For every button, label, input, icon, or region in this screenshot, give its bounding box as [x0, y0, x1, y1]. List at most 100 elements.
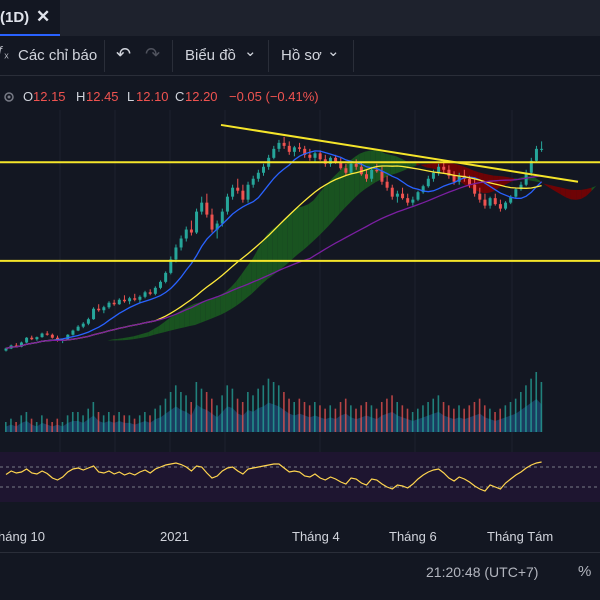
cloud-segment: [246, 260, 252, 298]
volume-bar: [15, 422, 17, 432]
candle-body: [437, 166, 441, 173]
open-value: 12.15: [33, 89, 66, 104]
volume-bar: [525, 385, 527, 432]
volume-bar: [97, 412, 100, 432]
low-label: L: [127, 89, 135, 104]
volume-bar: [66, 415, 69, 432]
candle-body: [107, 302, 111, 308]
candle-body: [292, 147, 296, 152]
volume-bar: [391, 395, 393, 432]
cloud-segment: [550, 185, 556, 192]
candle-body: [380, 171, 384, 182]
volume-bar: [46, 418, 48, 432]
volume-bars: [5, 372, 543, 432]
cloud-segment: [122, 337, 129, 341]
candle-body: [81, 323, 85, 327]
low-value: 12.10: [136, 89, 169, 104]
cloud-segment: [313, 194, 319, 241]
cloud-segment: [560, 187, 566, 198]
indicators-icon[interactable]: ƒx: [0, 43, 9, 61]
tab-bar: (1D) ✕: [0, 0, 600, 36]
candle-body: [179, 238, 183, 248]
volume-bar: [489, 408, 491, 432]
volume-bar: [375, 408, 378, 432]
volume-bar: [5, 422, 7, 432]
candle-body: [112, 302, 116, 305]
candle-body: [122, 299, 126, 302]
cloud-segment: [205, 298, 211, 321]
cloud-segment: [282, 216, 288, 268]
profile-menu-button[interactable]: Hồ sơ: [281, 47, 322, 64]
chart-menu-button[interactable]: Biểu đồ: [185, 47, 236, 64]
toolbar-divider: [353, 40, 354, 72]
volume-bar: [308, 405, 311, 432]
price-chart[interactable]: háng 10 2021 Tháng 4 Tháng 6 Tháng Tám: [0, 110, 600, 550]
candle-body: [370, 169, 374, 179]
candle-body: [493, 198, 497, 205]
horizontal-levels[interactable]: [0, 123, 600, 262]
cloud-segment: [107, 339, 113, 341]
chevron-down-icon[interactable]: ⌄: [327, 43, 340, 60]
volume-bar: [324, 408, 326, 432]
percent-toggle[interactable]: %: [578, 563, 592, 580]
redo-icon[interactable]: ↷: [145, 44, 161, 64]
toolbar-divider: [104, 40, 105, 72]
volume-bar: [216, 405, 218, 432]
cloud-segment: [292, 207, 299, 259]
time-axis-label: Tháng Tám: [487, 529, 553, 544]
candle-body: [328, 157, 332, 164]
cloud-segment: [148, 329, 154, 337]
volume-bar: [25, 412, 28, 432]
candle-body: [86, 319, 90, 324]
candle-body: [102, 307, 106, 311]
cloud-segment: [215, 294, 221, 317]
eye-icon[interactable]: [4, 92, 14, 102]
candle-body: [251, 178, 255, 185]
candle-body: [241, 190, 245, 200]
volume-bar: [221, 395, 223, 432]
close-icon[interactable]: ✕: [36, 7, 51, 26]
candle-body: [246, 184, 250, 200]
cloud-segment: [323, 181, 329, 231]
toolbar-divider: [172, 40, 173, 72]
cloud-segment: [133, 335, 139, 340]
cloud-segment: [426, 163, 432, 169]
chart-tab[interactable]: (1D) ✕: [0, 0, 60, 36]
volume-bar: [154, 408, 156, 432]
volume-bar: [108, 412, 110, 432]
candle-body: [375, 169, 379, 172]
volume-bar: [288, 398, 290, 432]
volume-bar: [293, 402, 295, 432]
cloud-segment: [174, 311, 180, 330]
candle-body: [153, 287, 157, 294]
clock: 21:20:48 (UTC+7): [426, 564, 539, 580]
volume-bar: [499, 408, 501, 432]
candle-body: [184, 229, 188, 239]
candle-body: [303, 148, 307, 155]
cloud-segment: [308, 200, 314, 246]
candle-body: [133, 298, 137, 300]
cloud-segment: [591, 185, 597, 191]
volume-bar: [144, 412, 146, 432]
candle-body: [411, 199, 415, 203]
rsi-background: [0, 452, 600, 502]
chevron-down-icon[interactable]: ⌄: [244, 43, 257, 60]
candle-body: [164, 272, 168, 282]
candle-body: [473, 184, 477, 194]
cloud-segment: [189, 303, 196, 327]
candle-body: [71, 330, 75, 335]
undo-icon[interactable]: ↶: [116, 44, 132, 64]
close-label: C: [175, 89, 185, 104]
cloud-segment: [395, 156, 402, 174]
volume-bar: [226, 385, 229, 432]
close-value: 12.20: [185, 89, 218, 104]
candle-body: [97, 308, 101, 311]
candle-body: [488, 198, 492, 206]
volume-bar: [236, 398, 239, 432]
candle-body: [498, 204, 502, 209]
cloud-segment: [117, 338, 123, 341]
indicators-button[interactable]: Các chỉ báo: [18, 47, 98, 64]
volume-bar: [118, 412, 120, 432]
cloud-segment: [411, 162, 417, 168]
cloud-segment: [236, 274, 242, 306]
